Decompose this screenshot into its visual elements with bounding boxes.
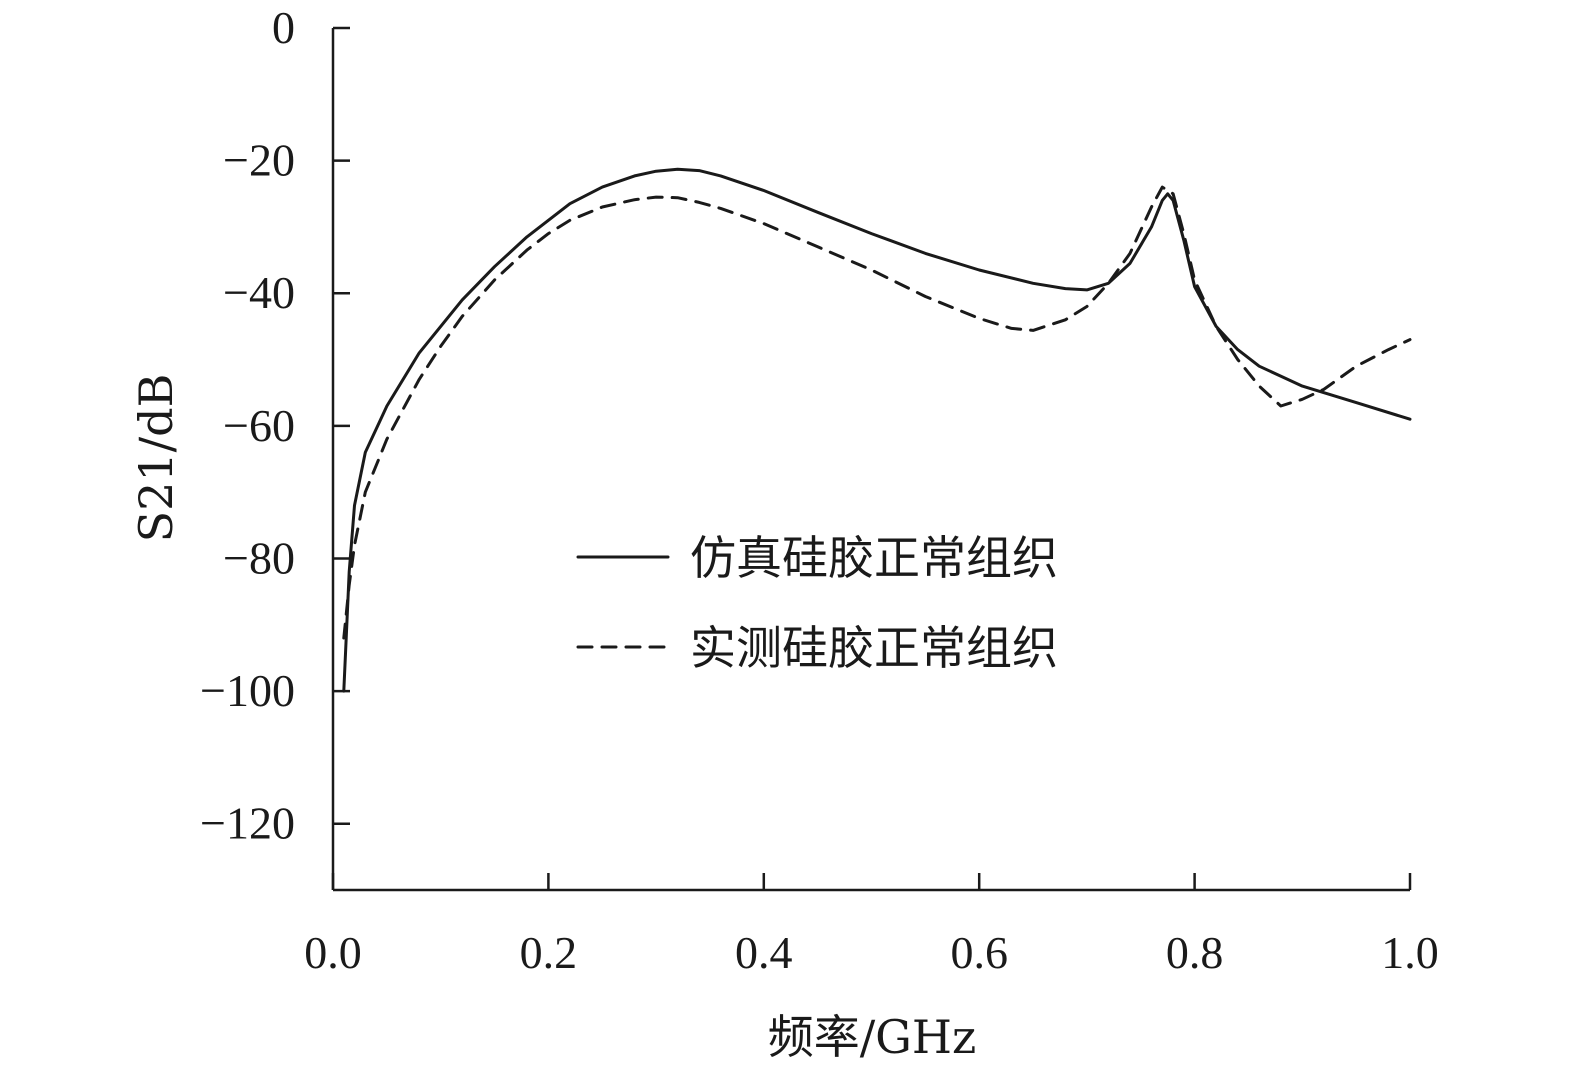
legend-label-simulated: 仿真硅胶正常组织 <box>690 531 1058 585</box>
series-line-measured <box>342 185 1412 640</box>
y-tick-label: −40 <box>223 267 295 318</box>
x-tick-label: 0.4 <box>735 927 793 978</box>
series-group <box>342 167 1412 693</box>
x-tick-label: 0.0 <box>304 927 362 978</box>
legend: 仿真硅胶正常组织 实测硅胶正常组织 <box>576 531 1058 675</box>
x-tick-label: 0.6 <box>950 927 1008 978</box>
series-line-simulated <box>342 167 1412 693</box>
y-tick-label: −60 <box>223 400 295 451</box>
x-tick-label: 0.2 <box>520 927 578 978</box>
x-tick-label: 1.0 <box>1381 927 1439 978</box>
plot-area: 0 −20 −40 −60 −80 −100 −120 0.0 0.2 0.4 0.6 0.8 1.0 <box>200 2 1439 978</box>
y-tick-label: −20 <box>223 135 295 186</box>
x-tick-label: 0.8 <box>1166 927 1224 978</box>
x-axis-ticks: 0.0 0.2 0.4 0.6 0.8 1.0 <box>304 873 1439 978</box>
y-tick-label: −100 <box>200 665 295 716</box>
x-axis-label: 频率/GHz <box>768 1010 977 1064</box>
y-tick-label: −80 <box>223 532 295 583</box>
y-axis-ticks: 0 −20 −40 −60 −80 −100 −120 <box>200 2 350 849</box>
y-tick-label: 0 <box>272 2 295 53</box>
legend-label-measured: 实测硅胶正常组织 <box>690 621 1058 675</box>
y-axis-label: S21/dB <box>129 374 183 543</box>
y-tick-label: −120 <box>200 798 295 849</box>
